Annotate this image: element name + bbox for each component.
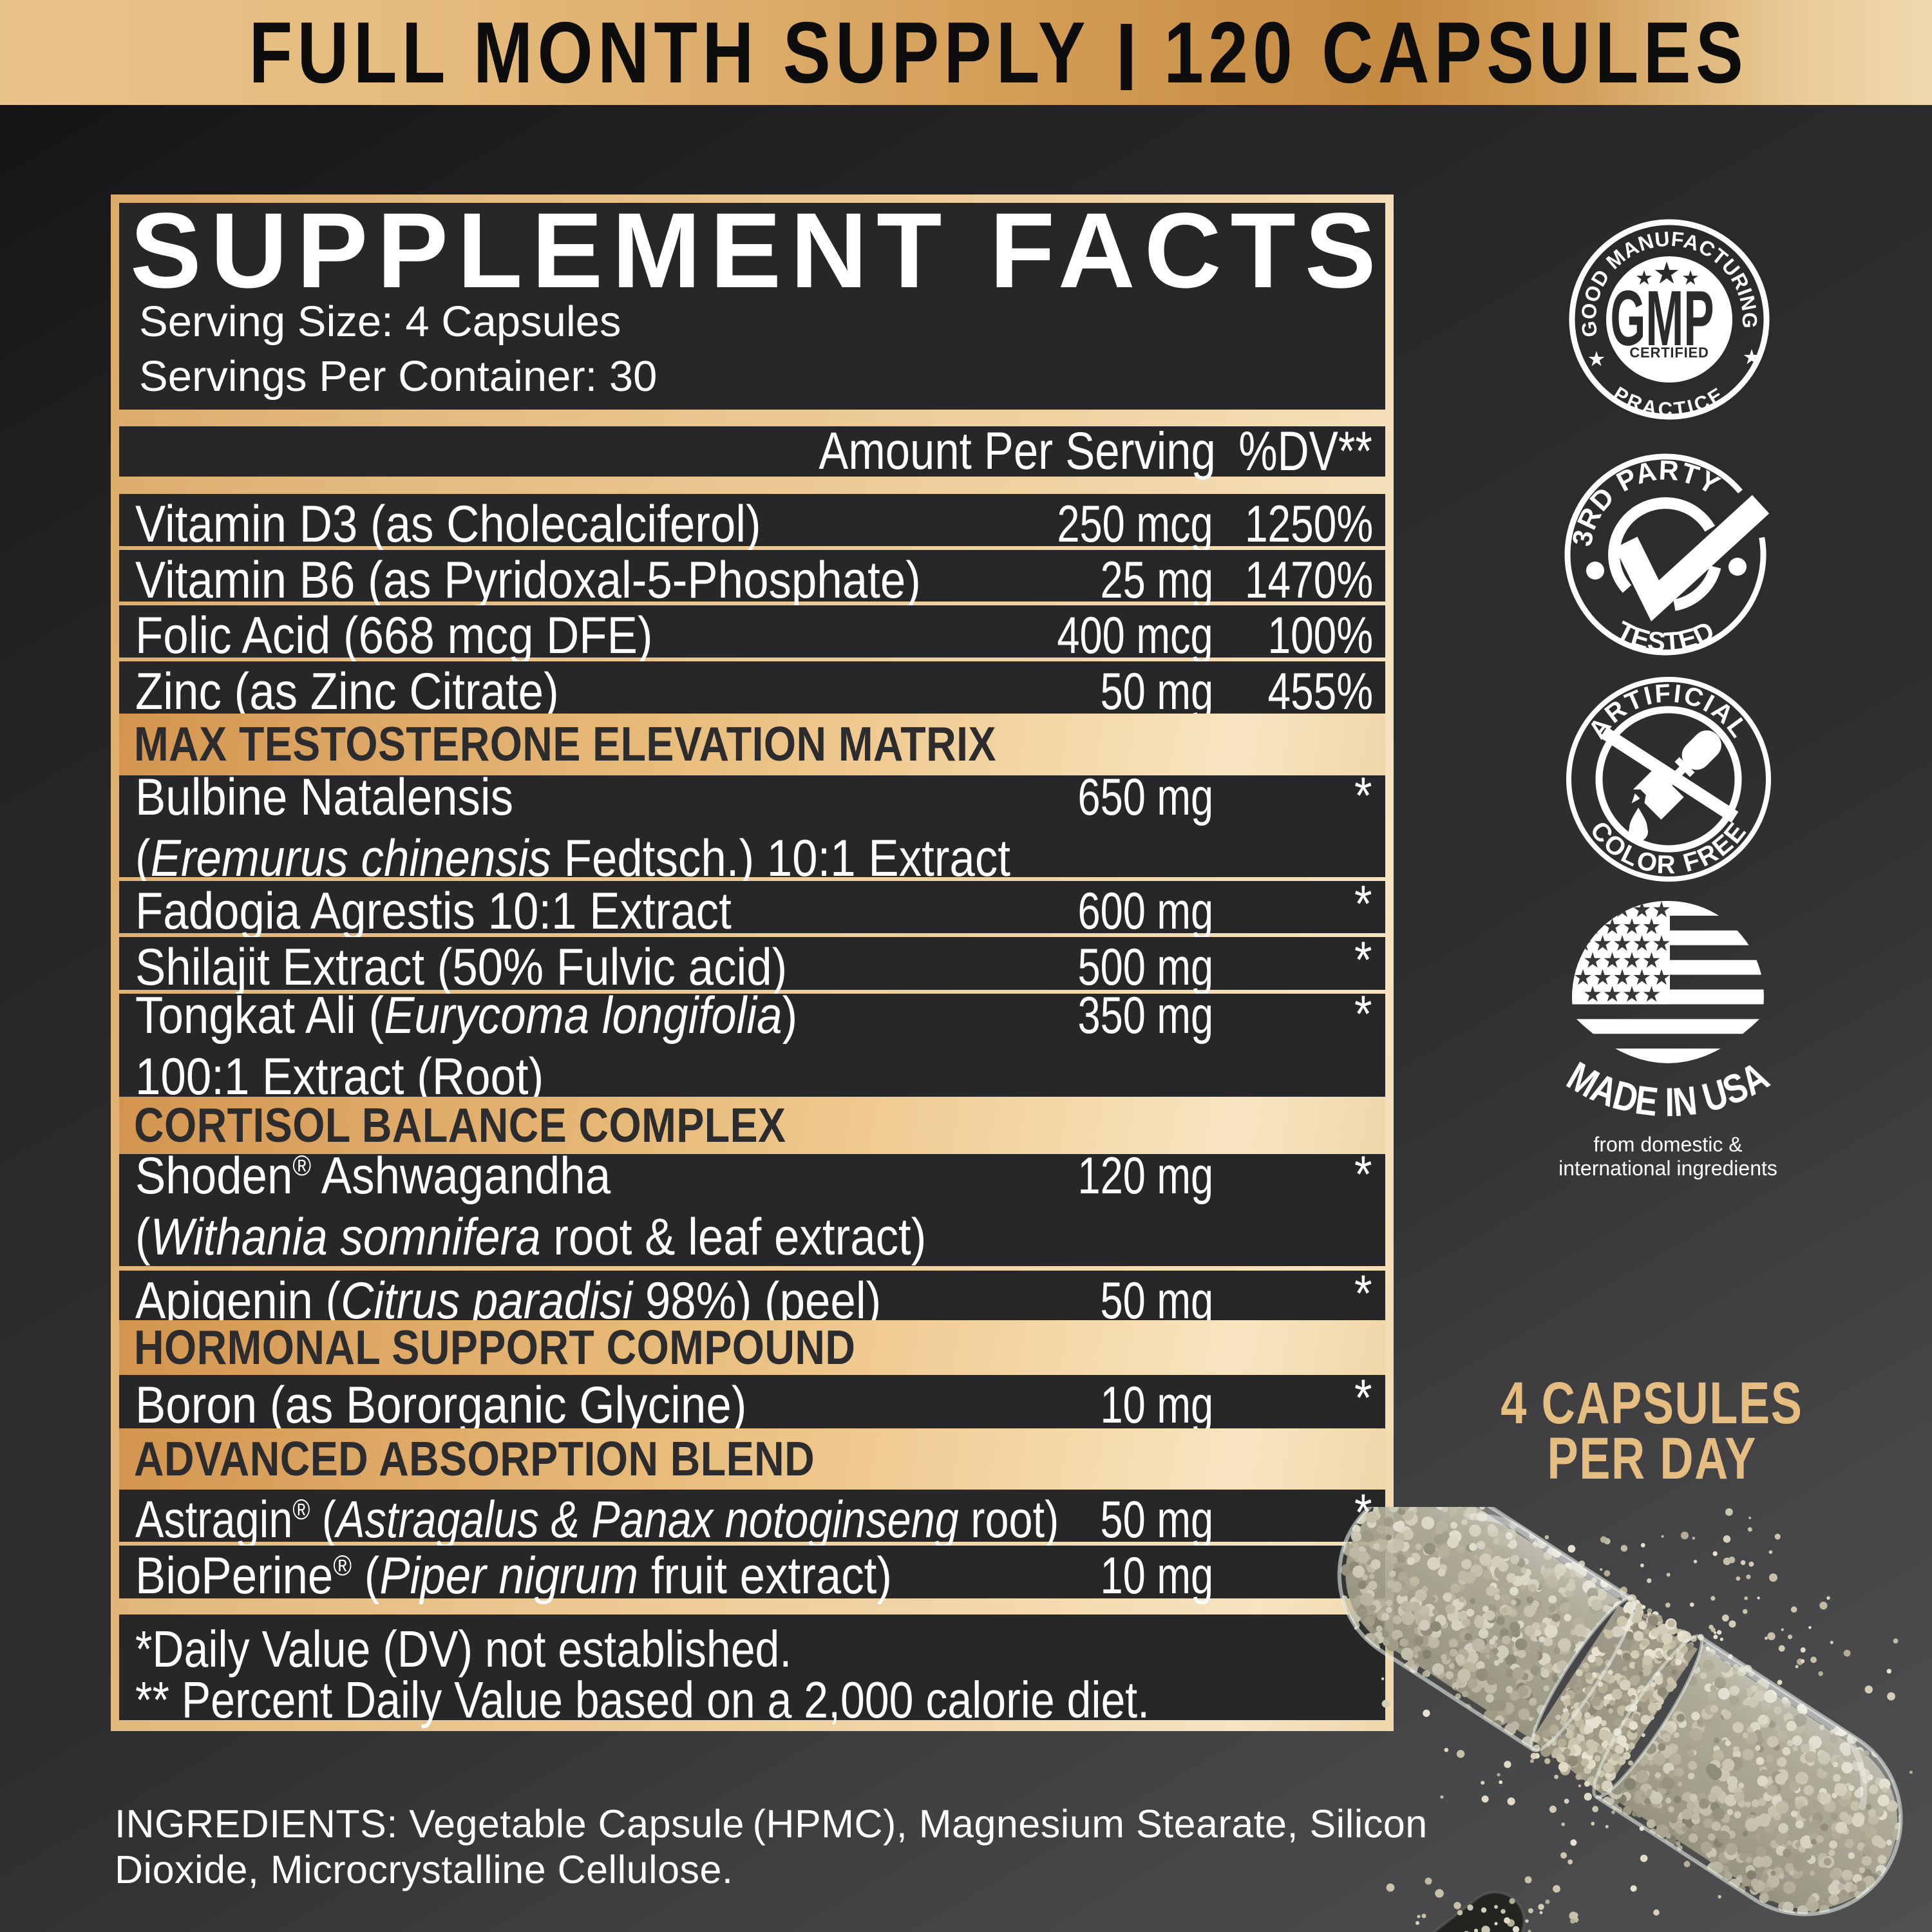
svg-text:international ingredients: international ingredients [1558, 1157, 1777, 1180]
svg-text:GMP: GMP [1610, 275, 1714, 363]
svg-text:I: I [1665, 1080, 1674, 1125]
svg-text:TESTED: TESTED [1612, 615, 1719, 657]
svg-text:from domestic &: from domestic & [1593, 1133, 1742, 1156]
svg-text:CERTIFIED: CERTIFIED [1629, 345, 1709, 361]
svg-text:PRACTICE: PRACTICE [1609, 382, 1729, 421]
svg-text:N: N [1671, 1078, 1700, 1125]
